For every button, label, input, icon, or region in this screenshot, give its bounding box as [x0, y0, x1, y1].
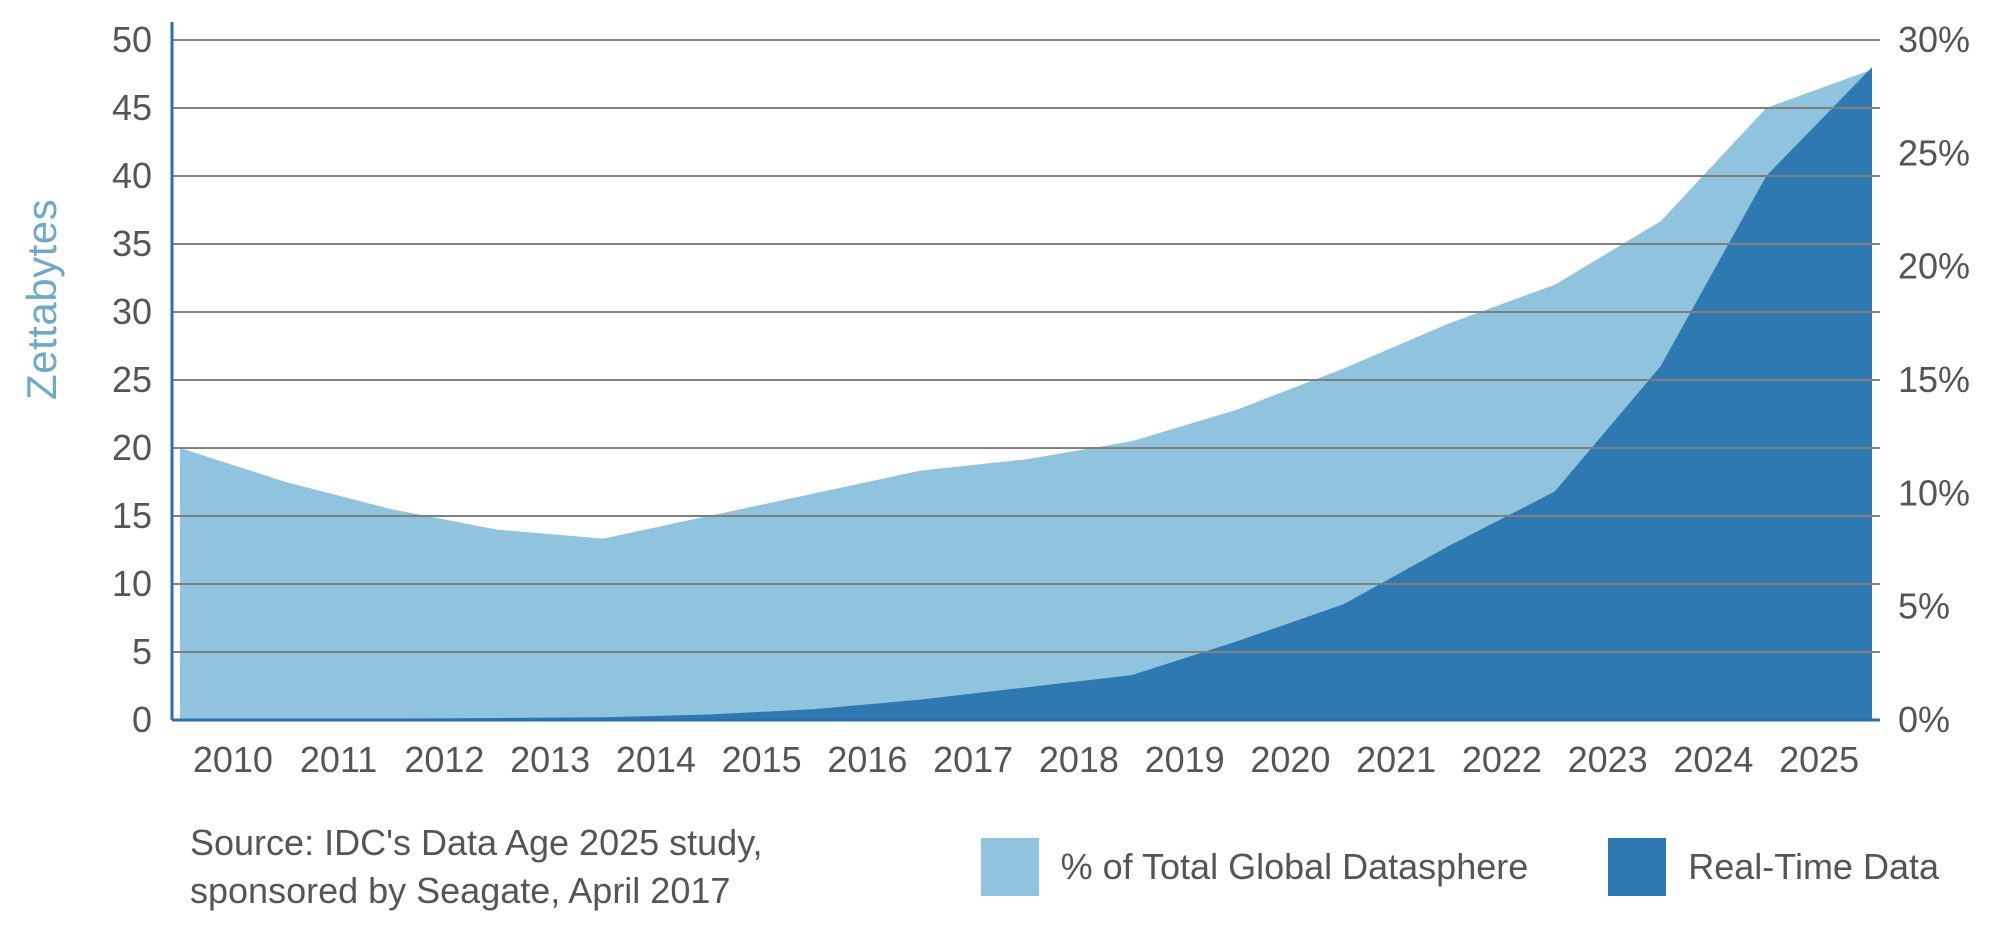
x-tick-label: 2024	[1673, 739, 1753, 780]
x-tick-label: 2018	[1039, 739, 1119, 780]
y1-tick-label: 10	[112, 563, 152, 604]
legend-item-realtime: Real-Time Data	[1608, 838, 1939, 896]
y1-tick-label: 30	[112, 291, 152, 332]
x-tick-label: 2025	[1779, 739, 1859, 780]
y1-tick-label: 25	[112, 359, 152, 400]
legend: % of Total Global Datasphere Real-Time D…	[981, 838, 1939, 896]
y2-tick-label: 10%	[1898, 472, 1970, 513]
x-tick-label: 2010	[193, 739, 273, 780]
y2-tick-label: 15%	[1898, 359, 1970, 400]
x-tick-label: 2013	[510, 739, 590, 780]
x-tick-label: 2017	[933, 739, 1013, 780]
legend-label-realtime: Real-Time Data	[1688, 846, 1939, 888]
y1-tick-label: 50	[112, 19, 152, 60]
y2-tick-label: 0%	[1898, 699, 1950, 740]
x-tick-label: 2023	[1568, 739, 1648, 780]
legend-swatch-datasphere	[981, 838, 1039, 896]
y1-tick-label: 45	[112, 87, 152, 128]
y1-tick-label: 40	[112, 155, 152, 196]
x-tick-label: 2014	[616, 739, 696, 780]
x-tick-label: 2019	[1145, 739, 1225, 780]
y2-tick-label: 20%	[1898, 246, 1970, 287]
legend-label-datasphere: % of Total Global Datasphere	[1061, 846, 1529, 888]
y2-tick-label: 25%	[1898, 132, 1970, 173]
x-tick-label: 2016	[827, 739, 907, 780]
y1-tick-label: 15	[112, 495, 152, 536]
chart-svg: 051015202530354045500%5%10%15%20%25%30%2…	[0, 0, 1999, 946]
source-line-2: sponsored by Seagate, April 2017	[190, 870, 730, 911]
x-tick-label: 2022	[1462, 739, 1542, 780]
y2-tick-label: 5%	[1898, 586, 1950, 627]
source-line-1: Source: IDC's Data Age 2025 study,	[190, 822, 763, 863]
y1-tick-label: 20	[112, 427, 152, 468]
x-tick-label: 2020	[1250, 739, 1330, 780]
y1-tick-label: 35	[112, 223, 152, 264]
x-tick-label: 2011	[300, 739, 377, 780]
y2-tick-label: 30%	[1898, 19, 1970, 60]
source-text: Source: IDC's Data Age 2025 study, spons…	[190, 819, 763, 916]
y1-tick-label: 0	[132, 699, 152, 740]
chart-footer: Source: IDC's Data Age 2025 study, spons…	[190, 819, 1939, 916]
legend-item-datasphere: % of Total Global Datasphere	[981, 838, 1529, 896]
legend-swatch-realtime	[1608, 838, 1666, 896]
x-tick-label: 2021	[1356, 739, 1436, 780]
y1-tick-label: 5	[132, 631, 152, 672]
area-chart: Zettabytes 051015202530354045500%5%10%15…	[0, 0, 1999, 946]
x-tick-label: 2012	[404, 739, 484, 780]
x-tick-label: 2015	[722, 739, 802, 780]
